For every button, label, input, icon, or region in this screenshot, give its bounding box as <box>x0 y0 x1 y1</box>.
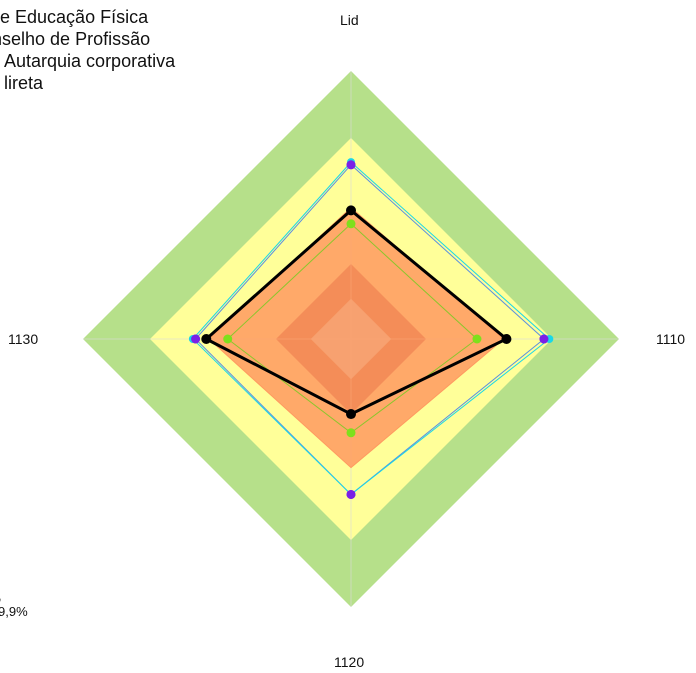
series-4-point-3 <box>201 334 212 344</box>
title-line-3: Autarquia corporativa <box>4 51 176 71</box>
series-3-point-2 <box>346 428 356 438</box>
series-4-point-2 <box>346 409 356 420</box>
series-3-point-3 <box>223 334 233 344</box>
series-1-point-top-1 <box>539 334 549 344</box>
series-4-point-1 <box>501 334 512 344</box>
axis-label-right: 1110 <box>656 331 686 347</box>
axis-label-bottom: 1120 <box>334 654 365 670</box>
footnote: , 9,9% <box>0 588 28 620</box>
axis-label-left: 1130 <box>8 331 39 347</box>
title-line-2: nselho de Profissão <box>0 29 151 49</box>
axis-label-top: Lid <box>340 12 359 28</box>
series-3-point-0 <box>346 219 356 229</box>
series-1-point-top-0 <box>346 160 356 170</box>
series-1-point-top-3 <box>191 334 201 344</box>
footnote-line-1: , <box>0 588 28 604</box>
series-1-point-top-2 <box>346 489 356 499</box>
title-line-1: de Educação Física <box>0 7 149 27</box>
series-4-point-0 <box>346 205 356 216</box>
title-line-4: lireta <box>4 73 44 93</box>
series-3-point-1 <box>472 334 482 344</box>
chart-title: de Educação Física nselho de Profissão A… <box>0 6 175 94</box>
footnote-line-2: 9,9% <box>0 604 28 619</box>
